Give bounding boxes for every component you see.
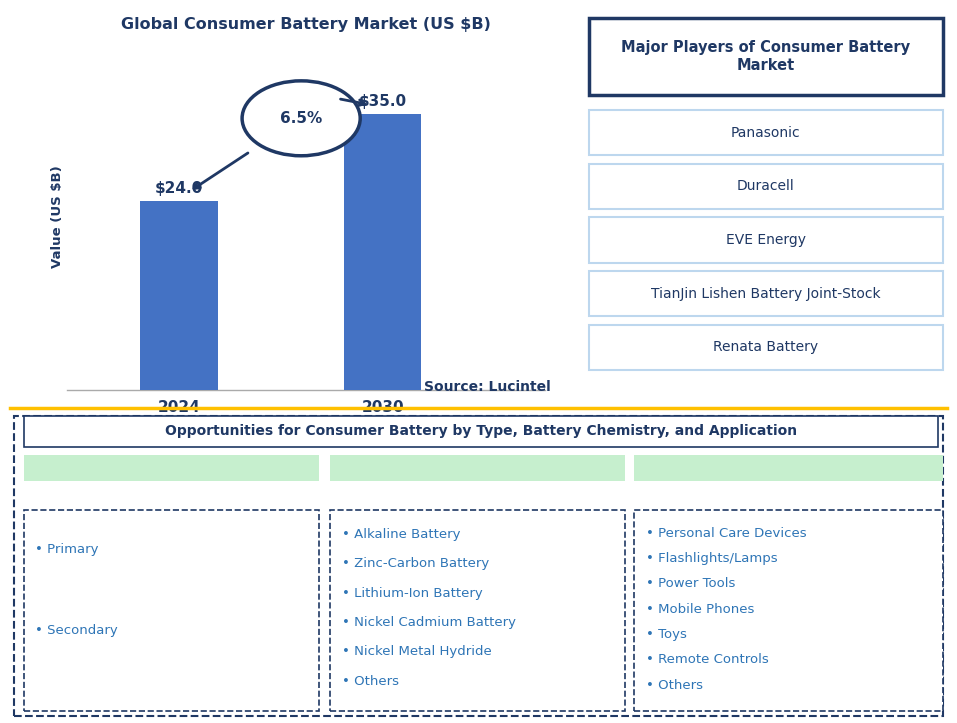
Text: Renata Battery: Renata Battery <box>713 341 818 354</box>
Y-axis label: Value (US $B): Value (US $B) <box>52 166 64 268</box>
Text: EVE Energy: EVE Energy <box>725 233 806 247</box>
Text: • Alkaline Battery: • Alkaline Battery <box>342 528 460 541</box>
FancyBboxPatch shape <box>589 271 943 316</box>
Text: 6.5%: 6.5% <box>280 111 323 126</box>
Bar <box>344 114 421 390</box>
Text: Panasonic: Panasonic <box>731 126 800 140</box>
Text: Major Players of Consumer Battery
Market: Major Players of Consumer Battery Market <box>621 40 910 72</box>
Text: Source: Lucintel: Source: Lucintel <box>424 380 550 394</box>
Text: TianJin Lishen Battery Joint-Stock: TianJin Lishen Battery Joint-Stock <box>651 286 880 301</box>
Text: • Flashlights/Lamps: • Flashlights/Lamps <box>646 552 778 565</box>
Text: • Remote Controls: • Remote Controls <box>646 654 768 667</box>
Text: • Others: • Others <box>342 675 399 688</box>
Text: Type: Type <box>153 461 189 475</box>
Text: • Personal Care Devices: • Personal Care Devices <box>646 527 807 540</box>
Text: $35.0: $35.0 <box>359 94 407 109</box>
Ellipse shape <box>242 81 360 155</box>
Text: • Others: • Others <box>646 679 703 692</box>
Title: Global Consumer Battery Market (US $B): Global Consumer Battery Market (US $B) <box>122 17 491 33</box>
Text: • Primary: • Primary <box>35 543 99 556</box>
Text: Duracell: Duracell <box>737 179 794 193</box>
Text: $24.0: $24.0 <box>155 181 203 196</box>
FancyBboxPatch shape <box>589 18 943 95</box>
FancyBboxPatch shape <box>589 218 943 262</box>
FancyBboxPatch shape <box>589 325 943 370</box>
Text: • Secondary: • Secondary <box>35 624 118 637</box>
FancyBboxPatch shape <box>589 163 943 209</box>
Text: • Zinc-Carbon Battery: • Zinc-Carbon Battery <box>342 557 489 570</box>
Text: • Lithium-Ion Battery: • Lithium-Ion Battery <box>342 586 482 599</box>
Text: • Toys: • Toys <box>646 628 687 641</box>
FancyBboxPatch shape <box>589 110 943 155</box>
Bar <box>141 201 217 390</box>
Text: • Mobile Phones: • Mobile Phones <box>646 603 754 616</box>
Text: Battery Chemistry: Battery Chemistry <box>406 461 549 475</box>
Text: Application: Application <box>745 461 833 475</box>
Text: Opportunities for Consumer Battery by Type, Battery Chemistry, and Application: Opportunities for Consumer Battery by Ty… <box>165 424 797 438</box>
Text: • Nickel Cadmium Battery: • Nickel Cadmium Battery <box>342 616 516 629</box>
Text: • Nickel Metal Hydride: • Nickel Metal Hydride <box>342 646 491 659</box>
Text: • Power Tools: • Power Tools <box>646 578 735 591</box>
